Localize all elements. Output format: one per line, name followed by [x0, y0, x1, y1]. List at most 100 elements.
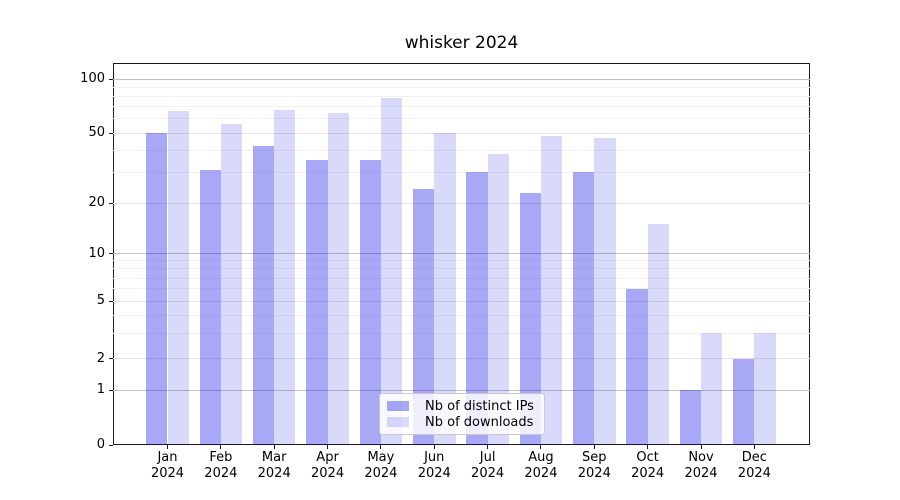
bar-downloads-may [380, 98, 403, 445]
gridline-y-9 [113, 260, 810, 262]
x-tick-label-feb: Feb 2024 [189, 450, 253, 482]
gridline-y-100 [113, 78, 810, 80]
y-tick-100 [109, 78, 113, 80]
y-tick-2 [109, 358, 113, 360]
bar-downloads-feb [220, 124, 243, 445]
x-tick-aug [540, 445, 542, 449]
month-year: 2024 [631, 466, 665, 481]
gridline-y-4 [113, 314, 810, 316]
gridline-y-70 [113, 106, 810, 108]
month-year: 2024 [311, 466, 345, 481]
x-tick-label-aug: Aug 2024 [509, 450, 573, 482]
gridline-y-10 [113, 253, 810, 255]
month-year: 2024 [150, 466, 185, 481]
gridline-y-5 [113, 300, 810, 302]
y-tick-0 [109, 444, 113, 446]
month-name: Dec [741, 450, 767, 465]
x-tick-label-jun: Jun 2024 [402, 450, 466, 482]
gridline-y-6 [113, 288, 810, 290]
y-tick-label-20: 20 [88, 195, 105, 211]
x-tick-mar [273, 445, 275, 449]
bar-ips-may [359, 160, 381, 445]
bar-ips-jun [412, 189, 435, 445]
month-name: Jun [424, 450, 445, 465]
x-tick-label-oct: Oct 2024 [616, 450, 680, 482]
x-tick-may [380, 445, 382, 449]
bar-downloads-nov [701, 333, 723, 445]
month-name: Mar [261, 450, 287, 465]
legend-item-downloads: Nb of downloads [387, 415, 537, 430]
gridline-y-1 [113, 389, 810, 391]
month-name: Aug [528, 450, 554, 465]
bar-ips-aug [519, 192, 541, 445]
x-tick-sep [593, 445, 595, 449]
bar-downloads-jun [434, 133, 456, 445]
bar-ips-dec [733, 358, 755, 445]
y-tick-5 [109, 300, 113, 302]
y-tick-label-1: 1 [96, 382, 105, 397]
legend-swatch-downloads [387, 417, 409, 427]
bar-downloads-jan [167, 111, 189, 445]
bar-downloads-mar [274, 110, 296, 445]
gridline-y-60 [113, 118, 810, 120]
legend: Nb of distinct IPs Nb of downloads [379, 393, 545, 435]
y-tick-label-100: 100 [80, 71, 105, 86]
bar-ips-apr [306, 160, 328, 445]
y-tick-label-0: 0 [96, 437, 105, 452]
x-tick-label-sep: Sep 2024 [562, 450, 626, 482]
month-year: 2024 [471, 466, 505, 481]
bar-ips-mar [252, 146, 275, 445]
y-tick-20 [109, 202, 113, 204]
month-year: 2024 [737, 466, 771, 481]
bar-ips-nov [679, 390, 701, 445]
month-year: 2024 [364, 466, 398, 481]
legend-swatch-distinct-ips [387, 401, 409, 411]
gridline-y-30 [113, 171, 810, 173]
gridline-y-90 [113, 86, 810, 88]
x-tick-label-jul: Jul 2024 [456, 450, 520, 482]
y-tick-10 [109, 253, 113, 255]
legend-item-distinct-ips: Nb of distinct IPs [387, 399, 537, 414]
gridline-y-50 [113, 132, 810, 134]
x-tick-label-apr: Apr 2024 [296, 450, 360, 482]
x-tick-label-mar: Mar 2024 [242, 450, 306, 482]
bar-downloads-apr [327, 112, 349, 445]
month-year: 2024 [257, 466, 291, 481]
gridline-y-3 [113, 332, 810, 334]
x-tick-label-jan: Jan 2024 [136, 450, 200, 482]
x-tick-apr [327, 445, 329, 449]
x-tick-jan [167, 445, 168, 449]
month-name: Oct [636, 450, 659, 465]
month-year: 2024 [577, 466, 611, 481]
month-year: 2024 [684, 466, 718, 481]
month-name: Nov [688, 450, 714, 465]
y-tick-50 [109, 132, 113, 134]
gridline-y-7 [113, 277, 810, 279]
month-name: Apr [316, 450, 339, 465]
month-year: 2024 [524, 466, 558, 481]
x-tick-nov [700, 445, 702, 449]
y-tick-label-10: 10 [88, 245, 105, 261]
legend-label: Nb of downloads [425, 414, 534, 430]
x-tick-oct [647, 445, 649, 449]
gridline-y-8 [113, 268, 810, 270]
gridline-y-20 [113, 202, 810, 204]
y-tick-label-2: 2 [96, 350, 105, 366]
x-tick-label-dec: Dec 2024 [722, 450, 786, 482]
bar-downloads-oct [647, 224, 669, 445]
month-year: 2024 [417, 466, 451, 481]
bar-ips-oct [626, 288, 648, 445]
gridline-y-80 [113, 95, 810, 97]
month-name: Jul [479, 450, 496, 465]
chart-title: whisker 2024 [404, 33, 519, 53]
x-tick-feb [220, 445, 222, 449]
legend-label: Nb of distinct IPs [425, 398, 534, 414]
month-name: Feb [209, 450, 233, 465]
bar-downloads-jul [487, 154, 509, 445]
gridline-y-2 [113, 358, 810, 360]
x-tick-jun [433, 445, 435, 449]
bar-ips-feb [199, 169, 221, 445]
bar-ips-jan [146, 133, 168, 445]
x-tick-label-nov: Nov 2024 [669, 450, 733, 482]
